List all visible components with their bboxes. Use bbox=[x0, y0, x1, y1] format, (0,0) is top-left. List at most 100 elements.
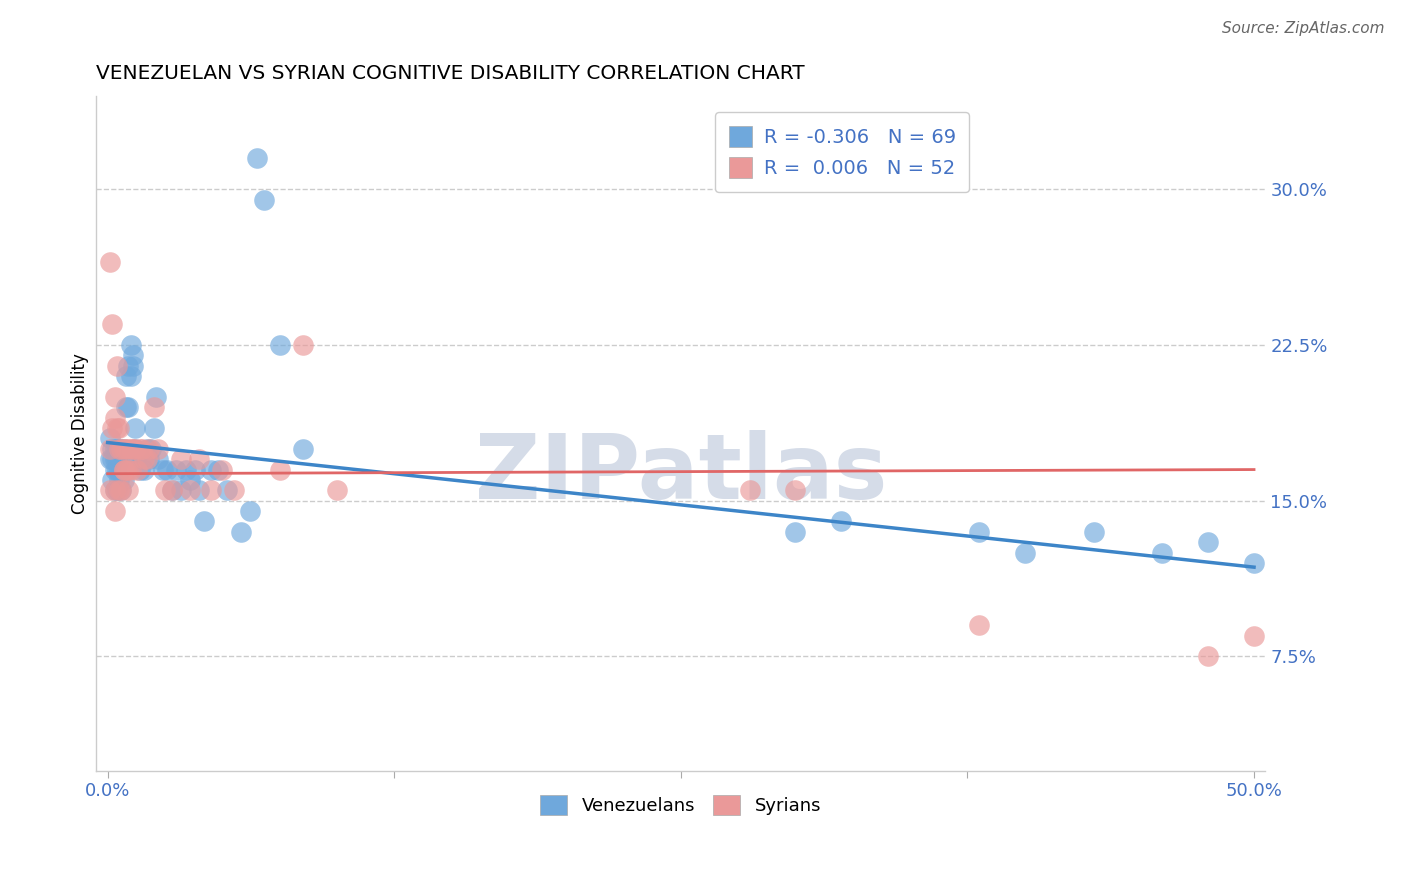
Point bbox=[103, 504, 125, 518]
Point bbox=[117, 483, 139, 498]
Point bbox=[117, 359, 139, 373]
Point bbox=[103, 410, 125, 425]
Point bbox=[128, 442, 150, 456]
Point bbox=[117, 462, 139, 476]
Point bbox=[200, 483, 222, 498]
Point bbox=[108, 483, 131, 498]
Point bbox=[1083, 524, 1105, 539]
Point bbox=[124, 442, 146, 456]
Point bbox=[127, 462, 149, 476]
Point bbox=[785, 524, 807, 539]
Point bbox=[207, 462, 229, 476]
Point bbox=[112, 442, 135, 456]
Point bbox=[117, 442, 139, 456]
Point bbox=[112, 452, 135, 467]
Point bbox=[222, 483, 245, 498]
Point bbox=[115, 401, 138, 415]
Point bbox=[108, 442, 131, 456]
Point bbox=[120, 369, 142, 384]
Point bbox=[124, 442, 146, 456]
Point bbox=[110, 442, 132, 456]
Point bbox=[193, 515, 215, 529]
Point bbox=[115, 462, 138, 476]
Point bbox=[830, 515, 852, 529]
Text: Source: ZipAtlas.com: Source: ZipAtlas.com bbox=[1222, 21, 1385, 36]
Point bbox=[105, 452, 128, 467]
Point bbox=[115, 369, 138, 384]
Point bbox=[188, 452, 211, 467]
Point bbox=[135, 452, 157, 467]
Point bbox=[138, 452, 160, 467]
Point bbox=[122, 359, 145, 373]
Point bbox=[1243, 629, 1265, 643]
Point bbox=[110, 442, 132, 456]
Point bbox=[1152, 546, 1174, 560]
Point bbox=[112, 473, 135, 487]
Point bbox=[112, 462, 135, 476]
Point bbox=[142, 421, 165, 435]
Text: ZIPatlas: ZIPatlas bbox=[475, 430, 887, 517]
Legend: Venezuelans, Syrians: Venezuelans, Syrians bbox=[533, 788, 828, 822]
Point bbox=[98, 255, 121, 269]
Point bbox=[120, 462, 142, 476]
Point bbox=[103, 483, 125, 498]
Point bbox=[105, 421, 128, 435]
Point bbox=[108, 462, 131, 476]
Point bbox=[101, 317, 124, 331]
Point bbox=[110, 483, 132, 498]
Point bbox=[160, 483, 183, 498]
Point bbox=[128, 462, 150, 476]
Point bbox=[103, 483, 125, 498]
Point bbox=[200, 462, 222, 476]
Point bbox=[269, 462, 291, 476]
Point bbox=[142, 401, 165, 415]
Point bbox=[326, 483, 349, 498]
Point bbox=[98, 431, 121, 445]
Point bbox=[146, 452, 169, 467]
Point bbox=[101, 421, 124, 435]
Point bbox=[108, 473, 131, 487]
Point bbox=[141, 442, 163, 456]
Point bbox=[174, 462, 197, 476]
Point bbox=[156, 462, 179, 476]
Text: VENEZUELAN VS SYRIAN COGNITIVE DISABILITY CORRELATION CHART: VENEZUELAN VS SYRIAN COGNITIVE DISABILIT… bbox=[96, 64, 804, 83]
Point bbox=[98, 483, 121, 498]
Point bbox=[131, 442, 153, 456]
Point bbox=[124, 421, 146, 435]
Point bbox=[738, 483, 761, 498]
Point bbox=[160, 483, 183, 498]
Point bbox=[117, 401, 139, 415]
Point bbox=[103, 442, 125, 456]
Point bbox=[103, 390, 125, 404]
Point bbox=[101, 452, 124, 467]
Point bbox=[291, 338, 314, 352]
Point bbox=[108, 421, 131, 435]
Point bbox=[103, 462, 125, 476]
Point bbox=[127, 452, 149, 467]
Point bbox=[101, 473, 124, 487]
Point bbox=[1197, 535, 1219, 549]
Point bbox=[103, 452, 125, 467]
Point bbox=[165, 462, 187, 476]
Point bbox=[110, 462, 132, 476]
Point bbox=[239, 504, 262, 518]
Point bbox=[785, 483, 807, 498]
Point bbox=[115, 442, 138, 456]
Point bbox=[229, 524, 252, 539]
Point bbox=[145, 390, 167, 404]
Point bbox=[170, 452, 193, 467]
Point bbox=[179, 483, 201, 498]
Point bbox=[122, 348, 145, 362]
Point bbox=[98, 442, 121, 456]
Point bbox=[215, 483, 238, 498]
Y-axis label: Cognitive Disability: Cognitive Disability bbox=[72, 352, 89, 514]
Point bbox=[188, 483, 211, 498]
Point bbox=[105, 359, 128, 373]
Point bbox=[153, 483, 176, 498]
Point bbox=[110, 483, 132, 498]
Point bbox=[269, 338, 291, 352]
Point bbox=[1197, 649, 1219, 664]
Point bbox=[246, 151, 269, 165]
Point bbox=[291, 442, 314, 456]
Point bbox=[967, 524, 990, 539]
